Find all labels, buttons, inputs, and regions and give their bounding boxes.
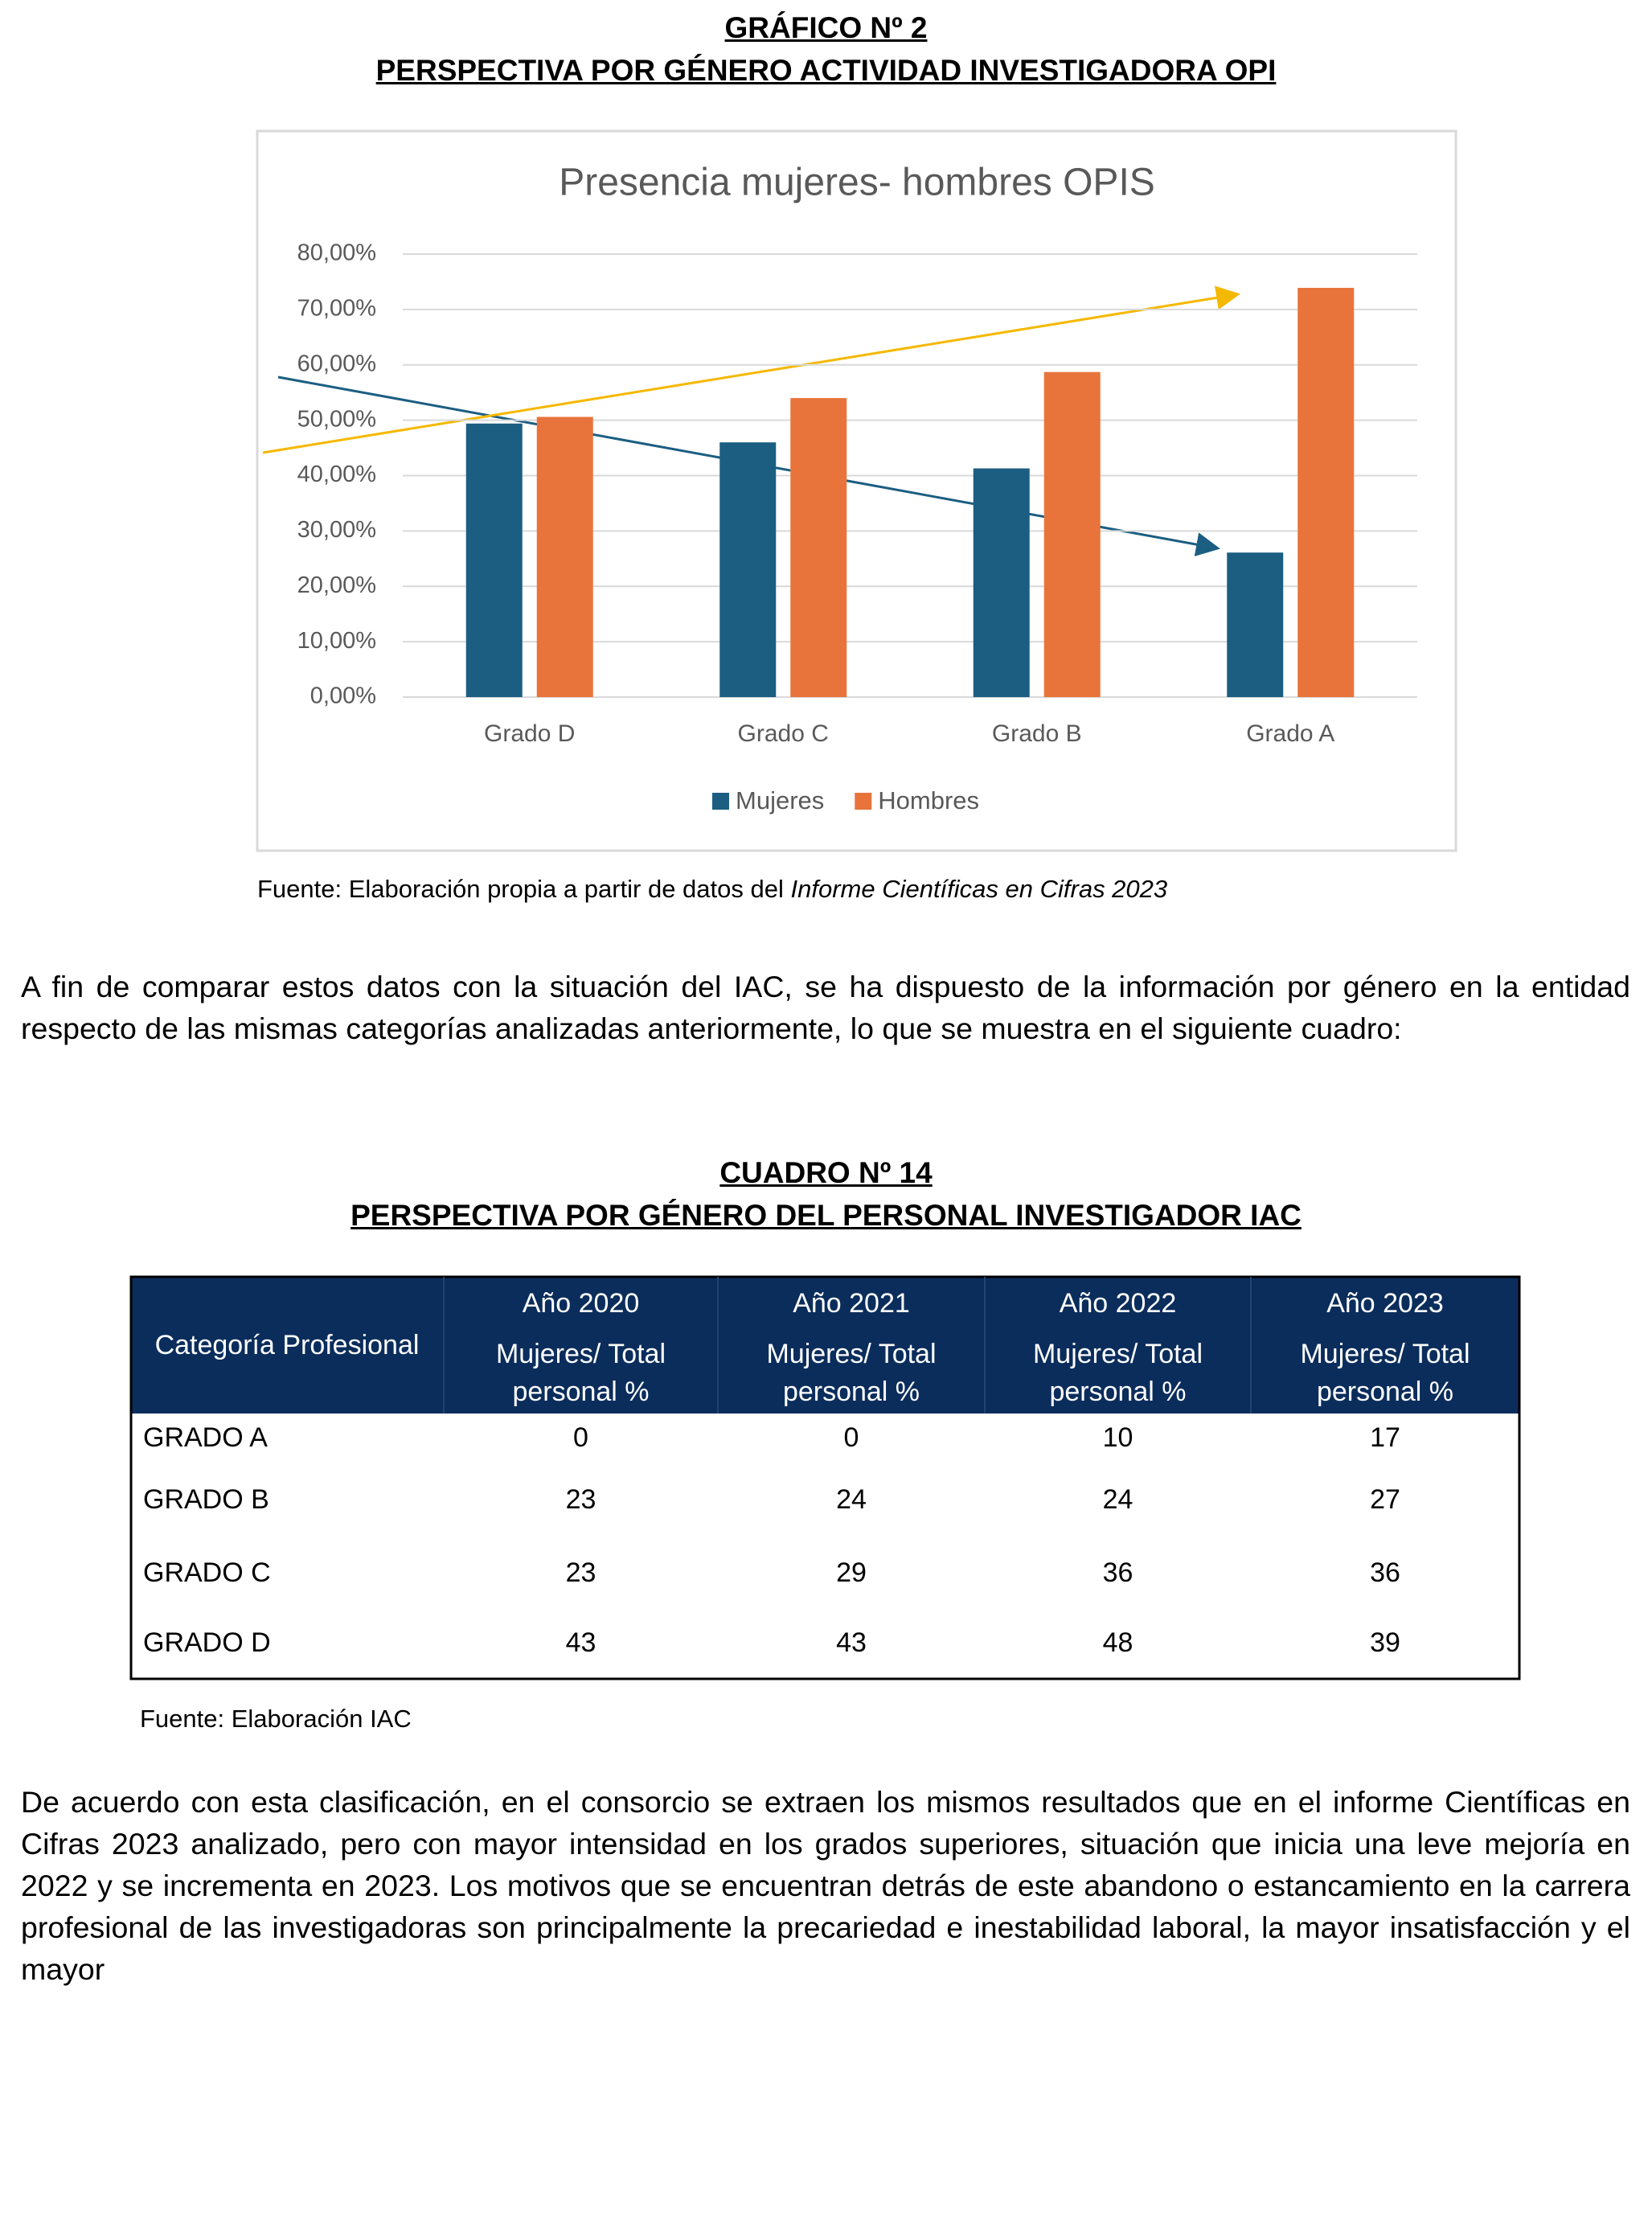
figure-title: GRÁFICO Nº 2 xyxy=(724,11,928,44)
table: Categoría Profesional Año 2020 Mujeres/ T… xyxy=(129,1275,1521,1680)
cell-value: 10 xyxy=(1103,1422,1133,1453)
paragraph: De acuerdo con esta clasificación, en el… xyxy=(21,1785,1630,1986)
column-measure: Mujeres/ Total xyxy=(496,1339,666,1369)
x-tick-label: Grado A xyxy=(1246,720,1334,747)
table-border xyxy=(129,1275,1521,1680)
table-subtitle: PERSPECTIVA POR GÉNERO DEL PERSONAL INVE… xyxy=(350,1199,1302,1232)
column-measure: Mujeres/ Total xyxy=(1033,1339,1203,1369)
bar xyxy=(1043,371,1101,697)
y-tick-label: 40,00% xyxy=(297,462,376,487)
column-year: Año 2020 xyxy=(523,1288,640,1319)
column-unit: personal % xyxy=(1049,1377,1186,1407)
y-tick-label: 0,00% xyxy=(310,683,376,709)
row-label: GRADO A xyxy=(143,1422,268,1453)
chart-frame xyxy=(256,129,1457,852)
bar xyxy=(790,398,847,697)
chart-title: Presencia mujeres- hombres OPIS xyxy=(559,162,1155,204)
cell-value: 29 xyxy=(836,1557,867,1588)
trend-arrow xyxy=(262,285,1240,454)
row-label: GRADO B xyxy=(143,1484,269,1515)
cell-value: 27 xyxy=(1370,1484,1400,1515)
row-label: GRADO C xyxy=(143,1557,271,1588)
column-unit: personal % xyxy=(512,1377,649,1407)
table-header-bg xyxy=(131,1277,1519,1414)
chart-source: Fuente: Elaboración propia a partir de d… xyxy=(257,873,1167,905)
column-year: Año 2021 xyxy=(793,1288,910,1319)
column-year: Año 2022 xyxy=(1060,1288,1177,1319)
x-tick-label: Grado C xyxy=(738,720,829,747)
cell-value: 24 xyxy=(1103,1484,1133,1515)
y-tick-label: 50,00% xyxy=(297,406,376,432)
y-tick-label: 20,00% xyxy=(297,572,376,598)
cell-value: 43 xyxy=(566,1627,596,1658)
bar xyxy=(1297,288,1355,697)
column-year: Año 2023 xyxy=(1326,1288,1444,1319)
cell-value: 0 xyxy=(844,1422,859,1453)
column-unit: personal % xyxy=(783,1377,920,1407)
legend-swatch xyxy=(712,793,729,810)
x-tick-label: Grado B xyxy=(992,720,1082,747)
y-tick-label: 30,00% xyxy=(297,517,376,543)
y-tick-label: 60,00% xyxy=(297,351,376,376)
cell-value: 36 xyxy=(1370,1557,1400,1588)
cell-value: 48 xyxy=(1103,1627,1133,1658)
y-tick-label: 80,00% xyxy=(297,240,376,266)
row-label: GRADO D xyxy=(143,1627,271,1658)
x-tick-label: Grado D xyxy=(484,720,575,747)
column-measure: Mujeres/ Total xyxy=(1300,1339,1470,1369)
legend-swatch xyxy=(855,793,872,810)
cell-value: 23 xyxy=(566,1484,596,1515)
y-tick-label: 70,00% xyxy=(297,296,376,322)
cell-value: 17 xyxy=(1370,1422,1400,1453)
paragraph: A fin de comparar estos datos con la sit… xyxy=(21,970,1630,1045)
chart: Presencia mujeres- hombres OPIS 0,00% 10,… xyxy=(256,129,1457,852)
bar xyxy=(973,468,1030,697)
table-header-category: Categoría Profesional xyxy=(155,1330,420,1360)
figure-subtitle: PERSPECTIVA POR GÉNERO ACTIVIDAD INVESTI… xyxy=(375,54,1277,87)
cell-value: 0 xyxy=(573,1422,588,1453)
legend-label: Mujeres xyxy=(736,786,824,814)
source-italic: Informe Científicas en Cifras 2023 xyxy=(790,875,1168,903)
bar xyxy=(536,416,593,697)
bar xyxy=(465,423,523,697)
cell-value: 24 xyxy=(836,1484,867,1515)
table-source: Fuente: Elaboración IAC xyxy=(140,1705,412,1733)
cell-value: 43 xyxy=(836,1627,867,1658)
legend-label: Hombres xyxy=(878,786,979,814)
cell-value: 39 xyxy=(1370,1627,1400,1658)
cell-value: 36 xyxy=(1103,1557,1133,1588)
y-tick-label: 10,00% xyxy=(297,628,376,654)
column-unit: personal % xyxy=(1317,1377,1453,1407)
bar xyxy=(719,442,777,697)
bar xyxy=(1227,552,1284,697)
column-measure: Mujeres/ Total xyxy=(766,1339,936,1369)
source-text: Fuente: Elaboración propia a partir de d… xyxy=(257,875,791,903)
cell-value: 23 xyxy=(566,1557,596,1588)
table-title: CUADRO Nº 14 xyxy=(719,1156,933,1189)
